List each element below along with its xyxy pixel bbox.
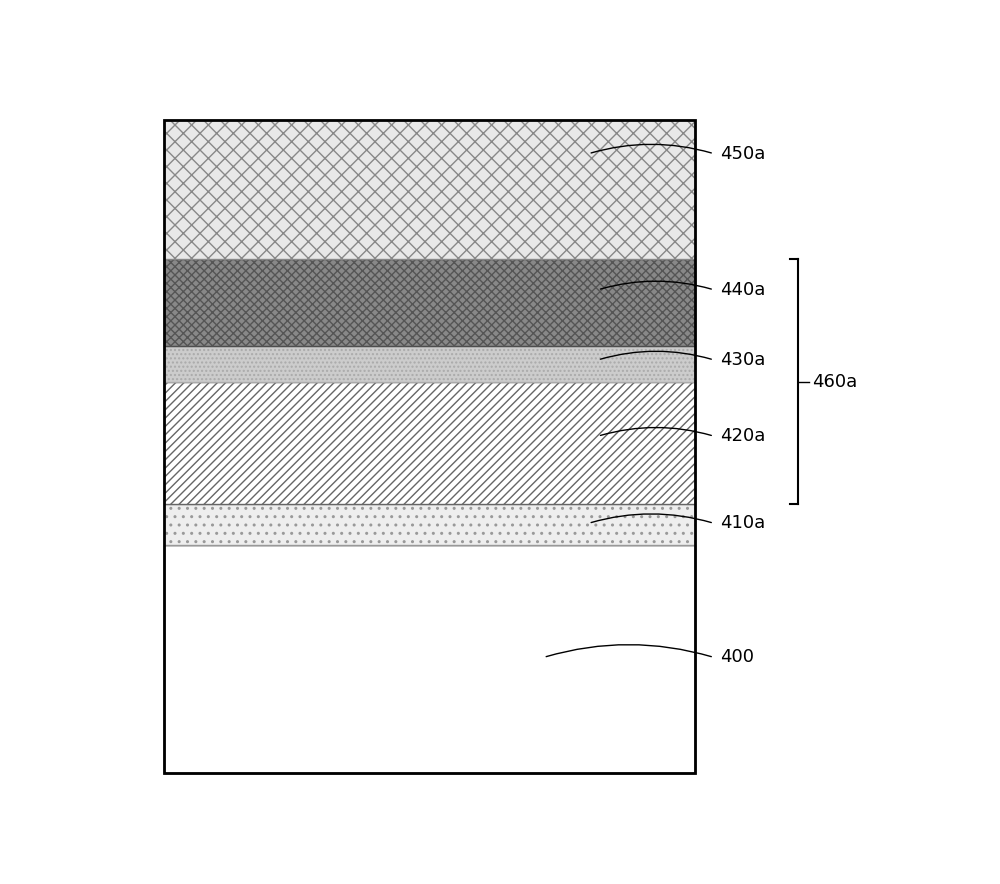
Text: 420a: 420a xyxy=(720,427,766,446)
Bar xyxy=(164,259,695,346)
Text: 410a: 410a xyxy=(720,514,765,532)
Text: 430a: 430a xyxy=(720,351,766,369)
Bar xyxy=(164,259,695,346)
Bar xyxy=(164,119,695,774)
Text: 460a: 460a xyxy=(812,373,858,391)
Text: 400: 400 xyxy=(720,649,754,667)
Text: 440a: 440a xyxy=(720,281,766,299)
Bar xyxy=(164,119,695,259)
Bar xyxy=(164,382,695,504)
Bar xyxy=(164,504,695,545)
Bar xyxy=(164,346,695,382)
Bar xyxy=(164,545,695,774)
Bar xyxy=(164,382,695,504)
Bar xyxy=(164,504,695,545)
Bar xyxy=(164,346,695,382)
Bar xyxy=(164,119,695,259)
Text: 450a: 450a xyxy=(720,145,766,163)
